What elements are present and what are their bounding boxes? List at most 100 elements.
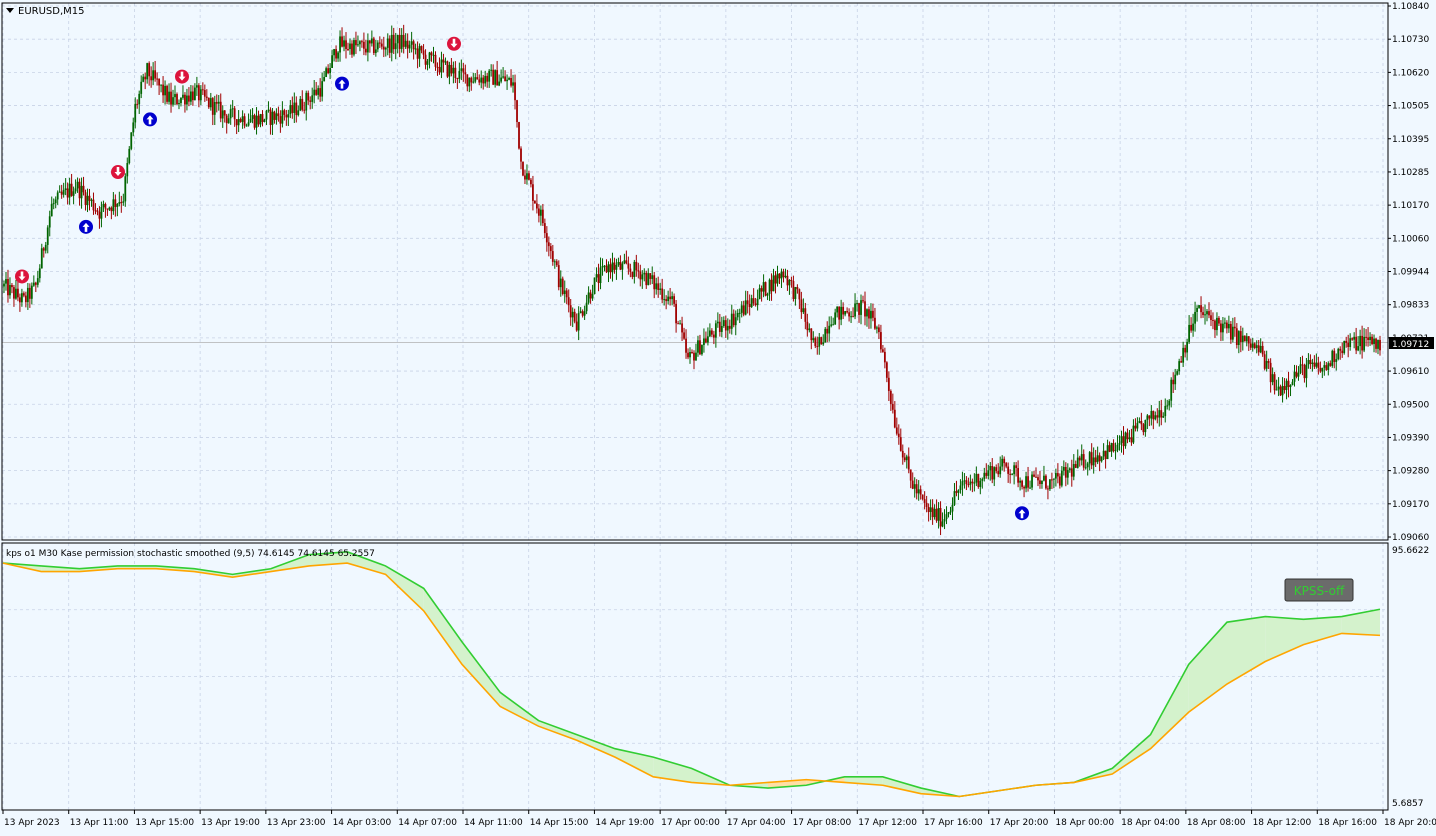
candle (384, 46, 387, 57)
candle (667, 290, 670, 305)
candle (891, 393, 894, 414)
time-tick-label: 14 Apr 19:00 (595, 818, 654, 828)
time-tick-label: 18 Apr 08:00 (1187, 818, 1246, 828)
candle (1351, 337, 1354, 341)
candle (486, 72, 489, 88)
indicator-fill (1303, 616, 1342, 645)
candle (1329, 360, 1332, 367)
candle (343, 35, 345, 52)
candle (913, 477, 916, 498)
candle (269, 107, 272, 135)
candle (1100, 456, 1103, 463)
candle (675, 300, 677, 333)
candle (396, 34, 399, 54)
candle (707, 327, 709, 346)
candle (1355, 327, 1358, 355)
candle (291, 96, 294, 119)
candle (92, 192, 95, 215)
candle (219, 93, 222, 123)
indicator-fill (538, 720, 577, 741)
kpss-badge-button[interactable]: KPSS-off (1284, 578, 1354, 602)
candle (927, 503, 930, 522)
candle (834, 308, 837, 325)
candle (977, 473, 980, 489)
candle (1216, 312, 1218, 336)
candle (866, 308, 868, 327)
candle (800, 291, 803, 319)
candle (1247, 336, 1250, 351)
candle (349, 38, 351, 55)
candle (784, 268, 787, 279)
time-tick-label: 13 Apr 11:00 (70, 818, 129, 828)
candle (1130, 428, 1133, 446)
candle (961, 471, 964, 496)
candle (764, 281, 767, 297)
candle (963, 473, 966, 489)
candle (1315, 353, 1318, 369)
candle (1080, 444, 1083, 466)
candle (955, 480, 958, 497)
candle (323, 70, 326, 82)
indicator-fill (309, 551, 348, 566)
candle (1170, 377, 1173, 408)
candle (275, 108, 278, 125)
candle (1172, 372, 1175, 394)
candle (1035, 467, 1037, 478)
candle (464, 64, 467, 84)
candle (905, 454, 908, 469)
candle (1214, 319, 1216, 338)
indicator-max-label: 95.6622 (1392, 546, 1429, 556)
candle (547, 236, 550, 257)
buy-signal-icon (1015, 506, 1029, 521)
candle (281, 101, 284, 128)
candle (808, 323, 811, 333)
candle (80, 177, 83, 209)
candle (1184, 344, 1187, 358)
candle (490, 64, 493, 77)
candle (70, 173, 73, 197)
candle (1118, 435, 1121, 451)
candle (372, 36, 375, 56)
symbol-dropdown[interactable]: EURUSD,M15 (6, 6, 84, 17)
candle (420, 45, 423, 54)
price-tick-label: 1.10285 (1392, 168, 1429, 178)
candle (1094, 449, 1097, 468)
candle (1148, 415, 1151, 427)
candle (796, 284, 799, 294)
candle (287, 109, 290, 127)
candle (380, 39, 383, 50)
candle (1106, 439, 1109, 460)
candle (215, 94, 218, 113)
candle (176, 92, 178, 106)
candle (1277, 377, 1280, 397)
candle (762, 274, 765, 298)
candle (1212, 312, 1214, 330)
indicator-fill (385, 565, 424, 611)
candle (488, 68, 491, 88)
candle (579, 307, 582, 314)
candle (28, 283, 31, 308)
candle (110, 206, 113, 220)
candle (345, 32, 347, 59)
indicator-fill (1341, 609, 1380, 636)
price-tick-label: 1.09610 (1392, 367, 1429, 377)
candle (1049, 479, 1051, 491)
candle (621, 261, 624, 280)
candle (470, 76, 473, 91)
candle (555, 259, 558, 267)
candle (559, 270, 562, 297)
candle (227, 113, 230, 124)
candle (199, 85, 202, 106)
candle (251, 108, 254, 124)
candle (999, 456, 1002, 478)
candle (329, 63, 332, 80)
candle (832, 317, 835, 326)
candle (1076, 449, 1079, 469)
candle (1200, 296, 1202, 319)
candle (301, 90, 304, 112)
candle (1132, 419, 1135, 445)
price-tick-label: 1.09500 (1392, 400, 1429, 410)
candle (239, 117, 242, 123)
candle (549, 243, 552, 259)
candle (917, 480, 920, 501)
